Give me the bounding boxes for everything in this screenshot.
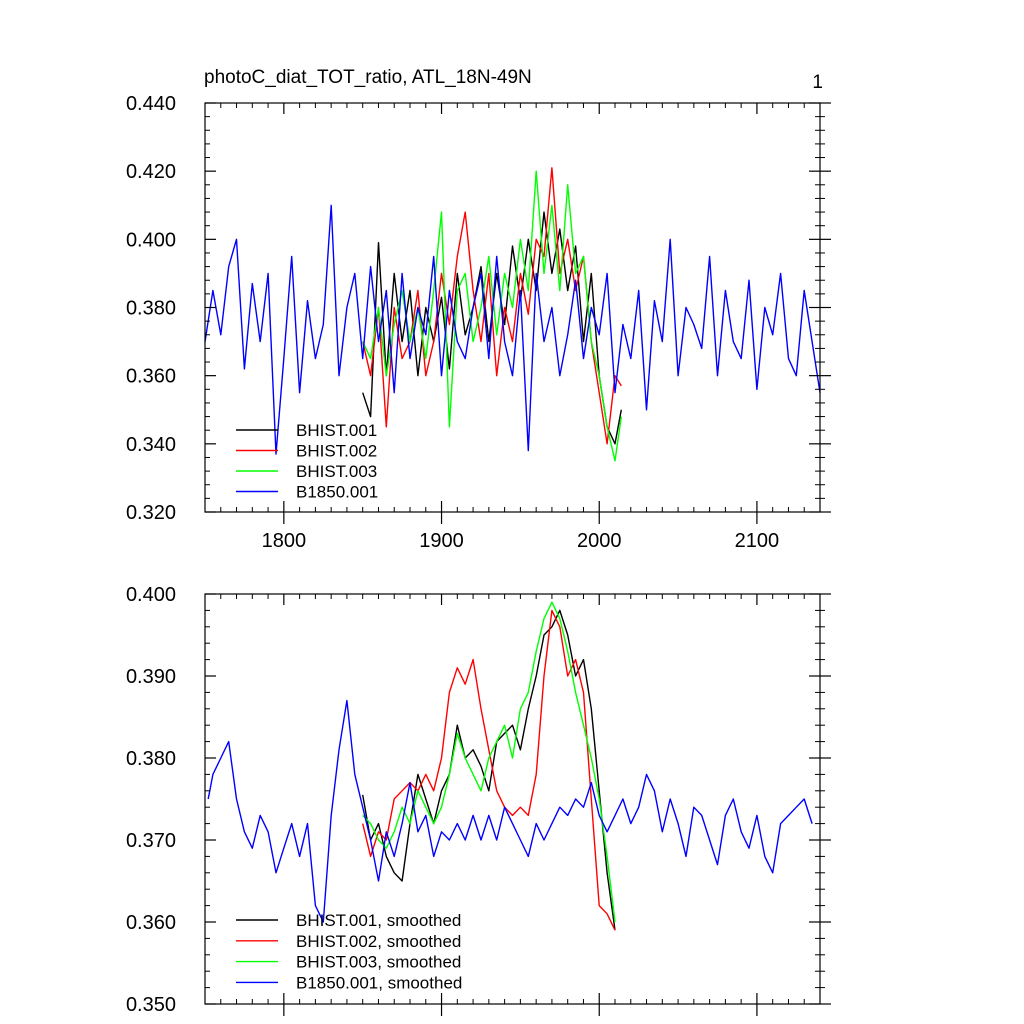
x-tick-label: 2100 [735,530,780,552]
series-line-bhist-003-smoothed [362,601,616,923]
x-tick-label: 2000 [577,530,622,552]
legend-label: BHIST.002, smoothed [296,932,461,951]
series-line-b1850-001 [204,204,821,455]
y-tick-label: 0.400 [126,229,176,251]
panel-number-label: 1 [812,72,823,93]
series-line-bhist-002 [362,167,622,445]
legend-label: BHIST.001, smoothed [296,911,461,930]
series-line-b1850-001-smoothed [207,699,813,923]
y-tick-label: 0.380 [126,748,176,770]
legend-label: BHIST.003 [296,462,377,481]
y-tick-label: 0.380 [126,298,176,320]
top-panel: photoC_diat_TOT_ratio, ATL_18N-49N 1 180… [126,67,831,552]
y-tick-label: 0.400 [126,584,176,606]
legend-label: B1850.001, smoothed [296,973,462,992]
y-tick-label: 0.320 [126,502,176,524]
series-line-bhist-001 [362,211,622,445]
legend-label: BHIST.002 [296,442,377,461]
y-tick-label: 0.340 [126,434,176,456]
y-tick-label: 0.350 [126,994,176,1016]
y-tick-label: 0.370 [126,830,176,852]
legend-label: BHIST.003, smoothed [296,953,461,972]
legend-label: BHIST.001 [296,421,377,440]
legend-label: B1850.001 [296,483,378,502]
series-line-bhist-001-smoothed [362,609,616,931]
plot-frame [204,593,821,1005]
y-tick-label: 0.390 [126,666,176,688]
y-tick-label: 0.360 [126,912,176,934]
y-tick-label: 0.440 [126,93,176,115]
bottom-panel: 0.350 0.360 0.370 0.380 0.390 0.400 BHIST.001… [126,584,831,1016]
plot-frame [204,102,821,513]
series-line-bhist-002-smoothed [362,609,616,931]
y-tick-label: 0.420 [126,161,176,183]
chart-title: photoC_diat_TOT_ratio, ATL_18N-49N [204,67,532,88]
y-tick-label: 0.360 [126,366,176,388]
x-tick-label: 1800 [262,530,307,552]
x-tick-label: 1900 [419,530,464,552]
